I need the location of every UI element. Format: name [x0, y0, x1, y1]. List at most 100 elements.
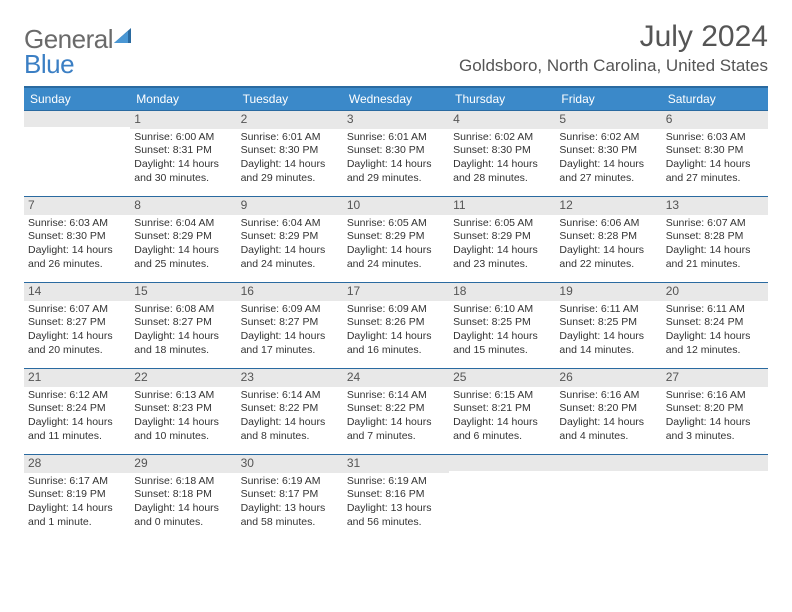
sunrise-text: Sunrise: 6:18 AM [134, 475, 232, 489]
day-details: Sunrise: 6:06 AMSunset: 8:28 PMDaylight:… [555, 217, 661, 276]
day-details: Sunrise: 6:03 AMSunset: 8:30 PMDaylight:… [662, 131, 768, 190]
sunset-text: Sunset: 8:20 PM [666, 402, 764, 416]
sunset-text: Sunset: 8:16 PM [347, 488, 445, 502]
calendar-day-cell [555, 454, 661, 540]
day-details: Sunrise: 6:05 AMSunset: 8:29 PMDaylight:… [343, 217, 449, 276]
day-details: Sunrise: 6:01 AMSunset: 8:30 PMDaylight:… [237, 131, 343, 190]
day-details: Sunrise: 6:10 AMSunset: 8:25 PMDaylight:… [449, 303, 555, 362]
calendar-day-cell: 25Sunrise: 6:15 AMSunset: 8:21 PMDayligh… [449, 368, 555, 454]
sunrise-text: Sunrise: 6:09 AM [347, 303, 445, 317]
daylight-text: Daylight: 14 hours and 10 minutes. [134, 416, 232, 443]
daylight-text: Daylight: 14 hours and 20 minutes. [28, 330, 126, 357]
day-details: Sunrise: 6:04 AMSunset: 8:29 PMDaylight:… [237, 217, 343, 276]
day-number [555, 454, 661, 471]
day-number: 14 [24, 282, 130, 301]
sunrise-text: Sunrise: 6:04 AM [134, 217, 232, 231]
month-title: July 2024 [459, 20, 768, 54]
calendar-day-cell: 18 Sunrise: 6:10 AMSunset: 8:25 PMDayligh… [449, 282, 555, 368]
day-details: Sunrise: 6:03 AMSunset: 8:30 PMDaylight:… [24, 217, 130, 276]
weekday-header: Sunday [24, 87, 130, 110]
sunrise-text: Sunrise: 6:06 AM [559, 217, 657, 231]
day-number: 25 [449, 368, 555, 387]
daylight-text: Daylight: 14 hours and 21 minutes. [666, 244, 764, 271]
day-details: Sunrise: 6:08 AMSunset: 8:27 PMDaylight:… [130, 303, 236, 362]
calendar-day-cell: 29Sunrise: 6:18 AMSunset: 8:18 PMDayligh… [130, 454, 236, 540]
daylight-text: Daylight: 14 hours and 16 minutes. [347, 330, 445, 357]
calendar-day-cell: 10Sunrise: 6:05 AMSunset: 8:29 PMDayligh… [343, 196, 449, 282]
day-number: 31 [343, 454, 449, 473]
sunset-text: Sunset: 8:27 PM [241, 316, 339, 330]
weekday-header: Tuesday [237, 87, 343, 110]
calendar-day-cell: 26Sunrise: 6:16 AMSunset: 8:20 PMDayligh… [555, 368, 661, 454]
sunrise-text: Sunrise: 6:05 AM [347, 217, 445, 231]
day-number: 23 [237, 368, 343, 387]
day-number: 29 [130, 454, 236, 473]
day-number: 22 [130, 368, 236, 387]
day-details: Sunrise: 6:07 AMSunset: 8:28 PMDaylight:… [662, 217, 768, 276]
daylight-text: Daylight: 14 hours and 7 minutes. [347, 416, 445, 443]
day-number: 6 [662, 110, 768, 129]
sunrise-text: Sunrise: 6:01 AM [241, 131, 339, 145]
calendar-day-cell: 22 Sunrise: 6:13 AMSunset: 8:23 PMDayligh… [130, 368, 236, 454]
calendar-day-cell: 12Sunrise: 6:06 AMSunset: 8:28 PMDayligh… [555, 196, 661, 282]
calendar-day-cell: 31 Sunrise: 6:19 AMSunset: 8:16 PMDayligh… [343, 454, 449, 540]
sunset-text: Sunset: 8:30 PM [28, 230, 126, 244]
day-details: Sunrise: 6:12 AMSunset: 8:24 PMDaylight:… [24, 389, 130, 448]
day-number: 4 [449, 110, 555, 129]
calendar-day-cell [449, 454, 555, 540]
sunset-text: Sunset: 8:22 PM [347, 402, 445, 416]
calendar-week-row: 1Sunrise: 6:00 AMSunset: 8:31 PMDaylight… [24, 110, 768, 196]
day-details: Sunrise: 6:09 AMSunset: 8:26 PMDaylight:… [343, 303, 449, 362]
sunrise-text: Sunrise: 6:07 AM [666, 217, 764, 231]
title-block: July 2024 Goldsboro, North Carolina, Uni… [459, 20, 768, 76]
page-header: GeneralBlue July 2024 Goldsboro, North C… [24, 20, 768, 80]
day-number [662, 454, 768, 471]
sunrise-text: Sunrise: 6:04 AM [241, 217, 339, 231]
sunrise-text: Sunrise: 6:19 AM [347, 475, 445, 489]
day-details: Sunrise: 6:19 AMSunset: 8:16 PMDaylight:… [343, 475, 449, 534]
calendar-week-row: 21 Sunrise: 6:12 AMSunset: 8:24 PMDayligh… [24, 368, 768, 454]
sunrise-text: Sunrise: 6:05 AM [453, 217, 551, 231]
calendar-day-cell: 23Sunrise: 6:14 AMSunset: 8:22 PMDayligh… [237, 368, 343, 454]
day-number: 28 [24, 454, 130, 473]
sunrise-text: Sunrise: 6:13 AM [134, 389, 232, 403]
sunset-text: Sunset: 8:29 PM [134, 230, 232, 244]
calendar-day-cell: 7Sunrise: 6:03 AMSunset: 8:30 PMDaylight… [24, 196, 130, 282]
day-number: 27 [662, 368, 768, 387]
day-number: 16 [237, 282, 343, 301]
calendar-week-row: 14Sunrise: 6:07 AMSunset: 8:27 PMDayligh… [24, 282, 768, 368]
sunset-text: Sunset: 8:27 PM [28, 316, 126, 330]
sunset-text: Sunset: 8:28 PM [666, 230, 764, 244]
day-details: Sunrise: 6:13 AMSunset: 8:23 PMDaylight:… [130, 389, 236, 448]
calendar-day-cell: 2Sunrise: 6:01 AMSunset: 8:30 PMDaylight… [237, 110, 343, 196]
weekday-header: Friday [555, 87, 661, 110]
daylight-text: Daylight: 14 hours and 23 minutes. [453, 244, 551, 271]
weekday-header-row: Sunday Monday Tuesday Wednesday Thursday… [24, 87, 768, 110]
day-number: 19 [555, 282, 661, 301]
day-details: Sunrise: 6:11 AMSunset: 8:24 PMDaylight:… [662, 303, 768, 362]
daylight-text: Daylight: 14 hours and 14 minutes. [559, 330, 657, 357]
sunrise-text: Sunrise: 6:12 AM [28, 389, 126, 403]
daylight-text: Daylight: 14 hours and 11 minutes. [28, 416, 126, 443]
calendar-day-cell: 4Sunrise: 6:02 AMSunset: 8:30 PMDaylight… [449, 110, 555, 196]
weekday-header: Wednesday [343, 87, 449, 110]
daylight-text: Daylight: 14 hours and 0 minutes. [134, 502, 232, 529]
day-number: 9 [237, 196, 343, 215]
calendar-day-cell: 17Sunrise: 6:09 AMSunset: 8:26 PMDayligh… [343, 282, 449, 368]
daylight-text: Daylight: 14 hours and 24 minutes. [241, 244, 339, 271]
sunrise-text: Sunrise: 6:02 AM [453, 131, 551, 145]
daylight-text: Daylight: 14 hours and 29 minutes. [241, 158, 339, 185]
sunrise-text: Sunrise: 6:19 AM [241, 475, 339, 489]
sunset-text: Sunset: 8:22 PM [241, 402, 339, 416]
daylight-text: Daylight: 14 hours and 1 minute. [28, 502, 126, 529]
daylight-text: Daylight: 14 hours and 24 minutes. [347, 244, 445, 271]
day-number: 21 [24, 368, 130, 387]
sunrise-text: Sunrise: 6:16 AM [559, 389, 657, 403]
sunset-text: Sunset: 8:21 PM [453, 402, 551, 416]
day-details: Sunrise: 6:04 AMSunset: 8:29 PMDaylight:… [130, 217, 236, 276]
day-number: 18 [449, 282, 555, 301]
daylight-text: Daylight: 14 hours and 18 minutes. [134, 330, 232, 357]
calendar-day-cell: 30Sunrise: 6:19 AMSunset: 8:17 PMDayligh… [237, 454, 343, 540]
day-number: 11 [449, 196, 555, 215]
calendar-day-cell: 24Sunrise: 6:14 AMSunset: 8:22 PMDayligh… [343, 368, 449, 454]
